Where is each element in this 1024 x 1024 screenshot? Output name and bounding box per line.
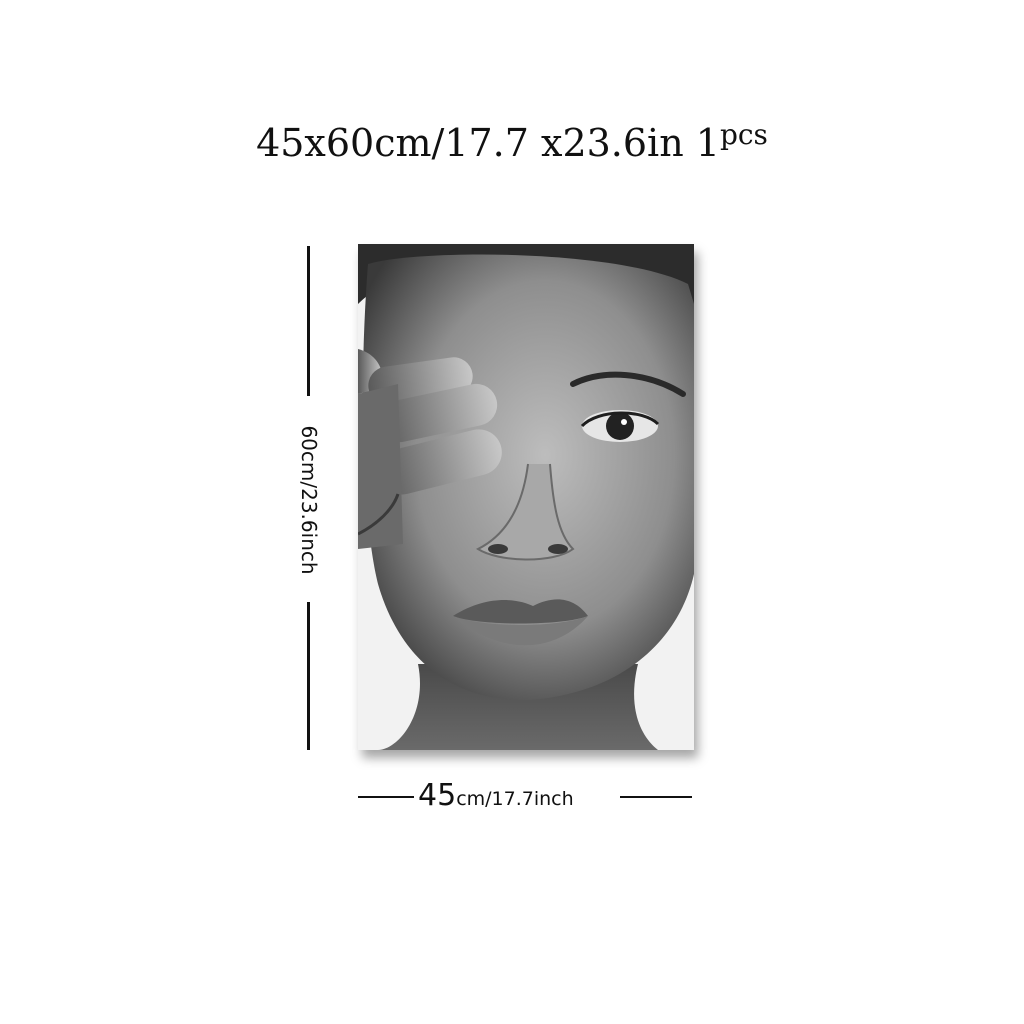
height-line-bottom <box>307 602 310 750</box>
size-title-pcs: pcs <box>719 118 768 151</box>
height-line-top <box>307 246 310 396</box>
width-line-left <box>358 796 414 798</box>
size-title: 45x60cm/17.7 x23.6in 1pcs <box>0 118 1024 165</box>
size-title-main: 45x60cm/17.7 x23.6in 1 <box>256 121 720 165</box>
width-line-right <box>620 796 692 798</box>
width-label-unit: cm/17.7inch <box>456 788 574 810</box>
width-label-number: 45 <box>418 778 457 813</box>
width-label: 45cm/17.7inch <box>418 778 574 813</box>
height-label: 60cm/23.6inch <box>297 425 321 575</box>
poster-image <box>358 244 694 750</box>
portrait-illustration <box>358 244 694 750</box>
